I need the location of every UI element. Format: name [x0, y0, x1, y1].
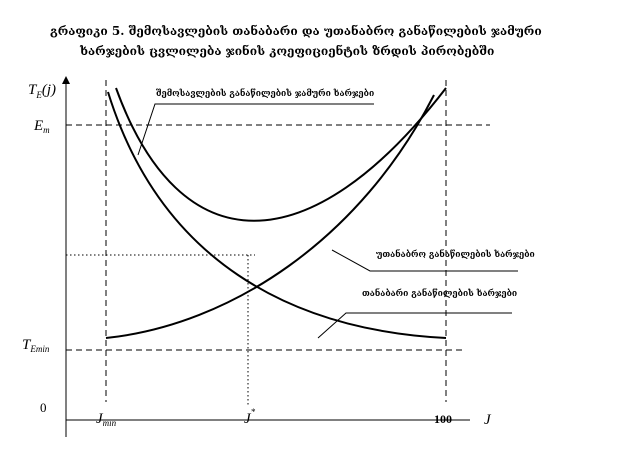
- leader-unequal-costs: [331, 249, 518, 272]
- label-unequal-costs: უთანაბრო განაწილების ხარჯები: [376, 248, 535, 260]
- label-total-costs: შემოსავლების განაწილების ჯამური ხარჯები: [156, 87, 374, 99]
- x-tick-label-jstar: J*: [244, 407, 256, 427]
- x-tick-jmin-sub: min: [103, 418, 117, 428]
- chart-title-line-2: ხარჯების ცვლილება ჯინის კოეფიციენტის ზრდ…: [79, 43, 494, 58]
- y-axis-label: TE(j): [28, 82, 56, 100]
- x-tick-jstar-main: J: [244, 411, 252, 427]
- x-tick-label-jmin: Jmin: [96, 411, 117, 428]
- y-tick-em-sub: m: [43, 125, 50, 135]
- x-tick-jstar-sup: *: [251, 407, 256, 417]
- series-total-costs: [115, 87, 447, 222]
- y-tick-temin-main: T: [22, 337, 32, 353]
- x-tick-label-100: 100: [434, 412, 452, 426]
- origin-label: 0: [40, 400, 47, 415]
- series-equal-costs: [107, 91, 447, 339]
- y-tick-label-temin: TEmin: [22, 337, 50, 354]
- y-axis-label-suffix: (j): [42, 82, 56, 98]
- series-unequal-costs: [105, 94, 435, 339]
- leader-total-costs: [137, 103, 374, 156]
- label-equal-costs: თანაბარი განაწილების ხარჯები: [362, 287, 517, 299]
- y-tick-temin-sub: Emin: [29, 344, 49, 354]
- y-axis-label-main: T: [28, 82, 38, 98]
- y-axis-label-sub: E: [35, 90, 42, 100]
- leader-equal-costs: [317, 312, 512, 339]
- x-tick-jmin-main: J: [96, 411, 104, 427]
- y-tick-em-main: E: [33, 118, 43, 134]
- y-tick-label-em: Em: [33, 118, 50, 135]
- chart-title-line-1: გრაფიკი 5. შემოსავლების თანაბარი და უთან…: [50, 23, 542, 38]
- x-axis-label: J: [484, 412, 492, 428]
